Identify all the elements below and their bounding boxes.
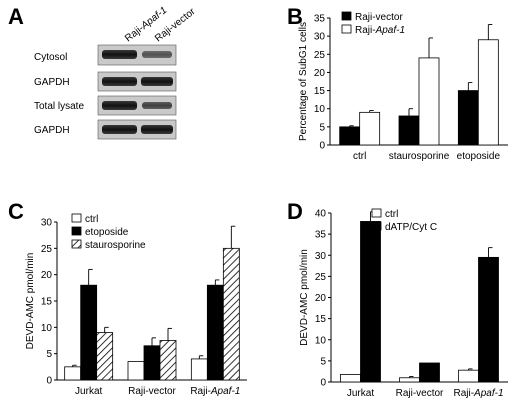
bar-ctrl xyxy=(399,377,420,383)
blot-band xyxy=(102,50,137,59)
blot-row-label: GAPDH xyxy=(34,125,70,136)
y-tick-label: 20 xyxy=(41,270,53,281)
y-axis-label: DEVD-AMC pmol/min xyxy=(299,249,310,346)
chart-devd-treatments: 0 5 10 15 20 25 30 DEVD-AMC pmol/min Jurkat Raji-… xyxy=(25,213,247,397)
bar-datp-cyt-c xyxy=(419,362,440,383)
bar-datp-cyt-c xyxy=(478,256,499,383)
y-axis-label: DEVD-AMC pmol/min xyxy=(25,253,36,350)
category-label: Jurkat xyxy=(75,386,102,397)
legend-swatch xyxy=(71,239,82,249)
legend-swatch xyxy=(371,208,382,218)
y-tick-label: 10 xyxy=(41,323,53,334)
legend-label: Raji-Apaf-1 xyxy=(355,25,405,36)
blot-row-label: Cytosol xyxy=(34,52,67,63)
panel-letter-c: C xyxy=(8,199,24,224)
y-tick-label: 0 xyxy=(320,378,326,389)
bar-staurosporine xyxy=(96,332,114,381)
western-blot: Raji-Apaf-1 Raji-vector Cytosol GAPDH To… xyxy=(34,5,198,140)
bar-staurosporine xyxy=(222,247,240,381)
legend-label: Raji-vector xyxy=(355,12,403,23)
chart-devd-datp: 0 5 10 15 20 25 30 35 40 DEVD-AMC pmol/min Jurkat R… xyxy=(299,208,508,399)
legend-swatch xyxy=(71,226,82,236)
legend-swatch xyxy=(341,24,352,34)
category-label: staurosporine xyxy=(389,151,450,162)
y-tick-label: 40 xyxy=(315,209,327,220)
y-tick-label: 10 xyxy=(315,335,327,346)
category-label: Raji-Apaf-1 xyxy=(453,388,503,399)
y-tick-label: 0 xyxy=(319,141,325,152)
category-label: Raji-Apaf-1 xyxy=(190,386,240,397)
bar-etoposide xyxy=(206,284,224,381)
y-tick-label: 30 xyxy=(315,251,327,262)
legend-label: etoposide xyxy=(85,227,129,238)
y-tick-label: 20 xyxy=(315,293,327,304)
bar-ctrl xyxy=(340,373,361,383)
y-tick-label: 15 xyxy=(315,314,327,325)
blot-row-label: Total lysate xyxy=(34,101,84,112)
chart-subg1: 0 5 10 15 20 25 30 35 Percentage of SubG1 cells c… xyxy=(298,11,508,162)
y-tick-label: 30 xyxy=(41,218,53,229)
blot-band xyxy=(102,77,137,86)
bar-raji-vector xyxy=(339,126,361,146)
category-label: Raji-vector xyxy=(128,386,176,397)
y-tick-label: 5 xyxy=(320,356,326,367)
legend-label: staurosporine xyxy=(85,240,146,251)
y-tick-label: 25 xyxy=(315,272,327,283)
legend-swatch xyxy=(371,221,382,231)
y-tick-label: 30 xyxy=(314,32,326,43)
bar-ctrl xyxy=(190,358,208,381)
legend-swatch xyxy=(71,213,82,223)
category-label: etoposide xyxy=(457,151,501,162)
blot-band xyxy=(141,125,173,134)
y-tick-label: 5 xyxy=(319,122,325,133)
y-tick-label: 0 xyxy=(46,376,52,387)
legend-label: ctrl xyxy=(385,209,398,220)
y-tick-label: 5 xyxy=(46,349,52,360)
bar-etoposide xyxy=(80,284,98,381)
bar-raji-apaf-1 xyxy=(418,57,440,146)
bar-ctrl xyxy=(64,366,82,381)
bar-ctrl xyxy=(127,361,145,381)
bar-ctrl xyxy=(458,369,479,383)
bar-raji-apaf-1 xyxy=(477,39,499,146)
y-axis-label: Percentage of SubG1 cells xyxy=(298,22,309,141)
bar-raji-vector xyxy=(457,90,479,146)
y-tick-label: 35 xyxy=(314,14,326,25)
bar-etoposide xyxy=(143,345,161,381)
panel-letter-d: D xyxy=(287,199,303,224)
bar-raji-vector xyxy=(398,115,420,146)
bar-raji-apaf-1 xyxy=(359,111,381,146)
blot-band xyxy=(142,51,172,58)
panel-letter-a: A xyxy=(8,4,24,29)
legend-label: dATP/Cyt C xyxy=(385,222,437,233)
category-label: Raji-vector xyxy=(396,388,444,399)
y-tick-label: 20 xyxy=(314,68,326,79)
y-tick-label: 10 xyxy=(314,104,326,115)
blot-band xyxy=(142,102,172,109)
y-tick-label: 35 xyxy=(315,230,327,241)
bar-staurosporine xyxy=(159,340,177,381)
bar-datp-cyt-c xyxy=(360,221,381,383)
y-tick-label: 15 xyxy=(314,86,326,97)
category-label: ctrl xyxy=(353,151,366,162)
legend-label: ctrl xyxy=(85,214,98,225)
blot-band xyxy=(102,101,137,110)
category-label: Jurkat xyxy=(347,388,374,399)
panel-letter-b: B xyxy=(287,4,303,29)
legend-swatch xyxy=(341,11,352,21)
blot-band xyxy=(102,125,137,134)
y-tick-label: 25 xyxy=(314,50,326,61)
blot-row-label: GAPDH xyxy=(34,77,70,88)
y-tick-label: 15 xyxy=(41,297,53,308)
y-tick-label: 25 xyxy=(41,244,53,255)
blot-band xyxy=(141,77,173,86)
